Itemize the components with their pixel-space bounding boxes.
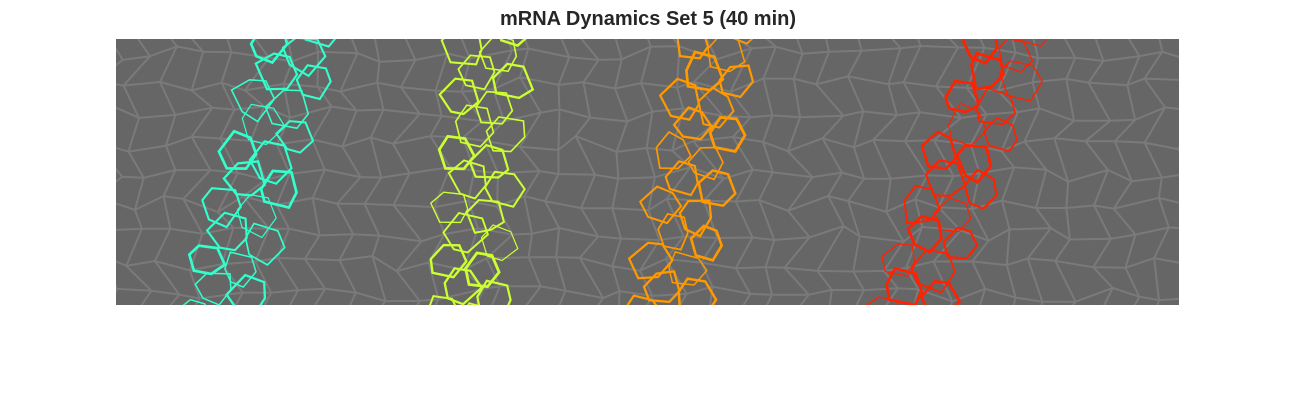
stripe-cell [627, 241, 674, 280]
stripe-cell [440, 39, 483, 66]
stripe-cell [465, 198, 506, 234]
stripe-2 [428, 39, 535, 305]
stripe-cell [657, 212, 689, 251]
stripe-cell [672, 106, 714, 141]
stripe-cell [480, 224, 519, 262]
stripe-cell [447, 159, 487, 200]
stripe-cell [920, 130, 958, 170]
stripe-cell [865, 296, 901, 305]
stripe-cell [249, 39, 289, 65]
stripe-cell [304, 39, 337, 48]
stripe-cell [689, 224, 724, 262]
stripe-cell [885, 266, 924, 305]
stripe-cell [254, 52, 299, 91]
stripe-cell [687, 146, 724, 181]
stripe-cell [478, 39, 518, 73]
stripe-cell [205, 211, 248, 252]
stripe-cell [963, 168, 998, 210]
stripe-cell [491, 62, 535, 100]
stripe-cell [638, 185, 683, 225]
stripe-cell [955, 143, 993, 184]
stripe-cell [225, 273, 267, 305]
stripe-cell [697, 169, 737, 208]
stripe-cell [909, 248, 956, 294]
stripe-cell [485, 116, 526, 153]
stripe-cell [676, 39, 710, 60]
stripe-cell [1017, 39, 1048, 47]
stripe-cell [903, 184, 941, 225]
stripe-cell [970, 51, 1005, 91]
stripe-cell [499, 39, 527, 48]
stripe-cell [201, 187, 242, 229]
cell-membranes [116, 39, 1179, 305]
stripe-cell [194, 272, 232, 305]
stripe-cell [217, 129, 258, 170]
stripe-cell [281, 39, 327, 78]
stripe-cell [668, 251, 708, 286]
stripe-cell [483, 170, 526, 208]
stripe-cell [443, 267, 484, 305]
stripe-cell [961, 39, 999, 66]
stripe-cell [998, 60, 1044, 102]
stripe-cell [236, 194, 277, 239]
stripe-cell [677, 277, 718, 305]
stripe-cell [998, 39, 1034, 73]
stripe-cell [464, 251, 501, 289]
stripe-cell [437, 134, 476, 171]
stripe-cell [476, 279, 512, 305]
stripe-cell [642, 270, 681, 304]
stripe-cell [182, 298, 207, 305]
stripe-cell [259, 169, 298, 210]
stripe-cell [924, 159, 967, 197]
stripe-1 [182, 39, 337, 305]
stripe-cell [244, 222, 286, 266]
stripe-cells [182, 39, 1048, 305]
stripe-cell [664, 160, 699, 197]
stripe-cell [718, 64, 755, 99]
stripe-cell [944, 79, 981, 114]
stripe-cell [241, 103, 286, 146]
stripe-3 [626, 39, 755, 305]
figure-title: mRNA Dynamics Set 5 (40 min) [499, 8, 796, 30]
stripe-cell [429, 243, 468, 279]
stripe-cell [295, 64, 332, 101]
stripe-cell [906, 214, 943, 254]
stripe-cell [732, 39, 754, 45]
stripe-cell [428, 294, 457, 305]
stripe-cell [942, 226, 979, 260]
stripe-cell [429, 191, 469, 224]
tissue-image [116, 39, 1179, 305]
stripe-cell [881, 243, 916, 277]
stripe-cell [230, 78, 276, 123]
stripe-cell [438, 77, 480, 116]
stripe-cell [658, 77, 701, 121]
stripe-cell [457, 54, 496, 91]
membrane-network [116, 39, 1179, 305]
stripe-cell [919, 279, 962, 305]
stripe-cell [983, 116, 1018, 153]
stripe-cell [248, 140, 293, 185]
stripe-cell [442, 211, 490, 254]
stripe-cell [678, 199, 713, 238]
stripe-cell [708, 115, 747, 153]
stripe-cell [933, 197, 972, 233]
stripe-cell [454, 104, 495, 148]
stripe-cell [274, 120, 315, 154]
stripe-cell [626, 294, 658, 305]
stripe-cell [707, 39, 746, 73]
stripe-cell [224, 251, 257, 289]
stripe-cell [655, 130, 692, 170]
stripe-cell [975, 86, 1017, 126]
stripe-cell [697, 86, 735, 129]
stripe-4 [865, 39, 1048, 305]
